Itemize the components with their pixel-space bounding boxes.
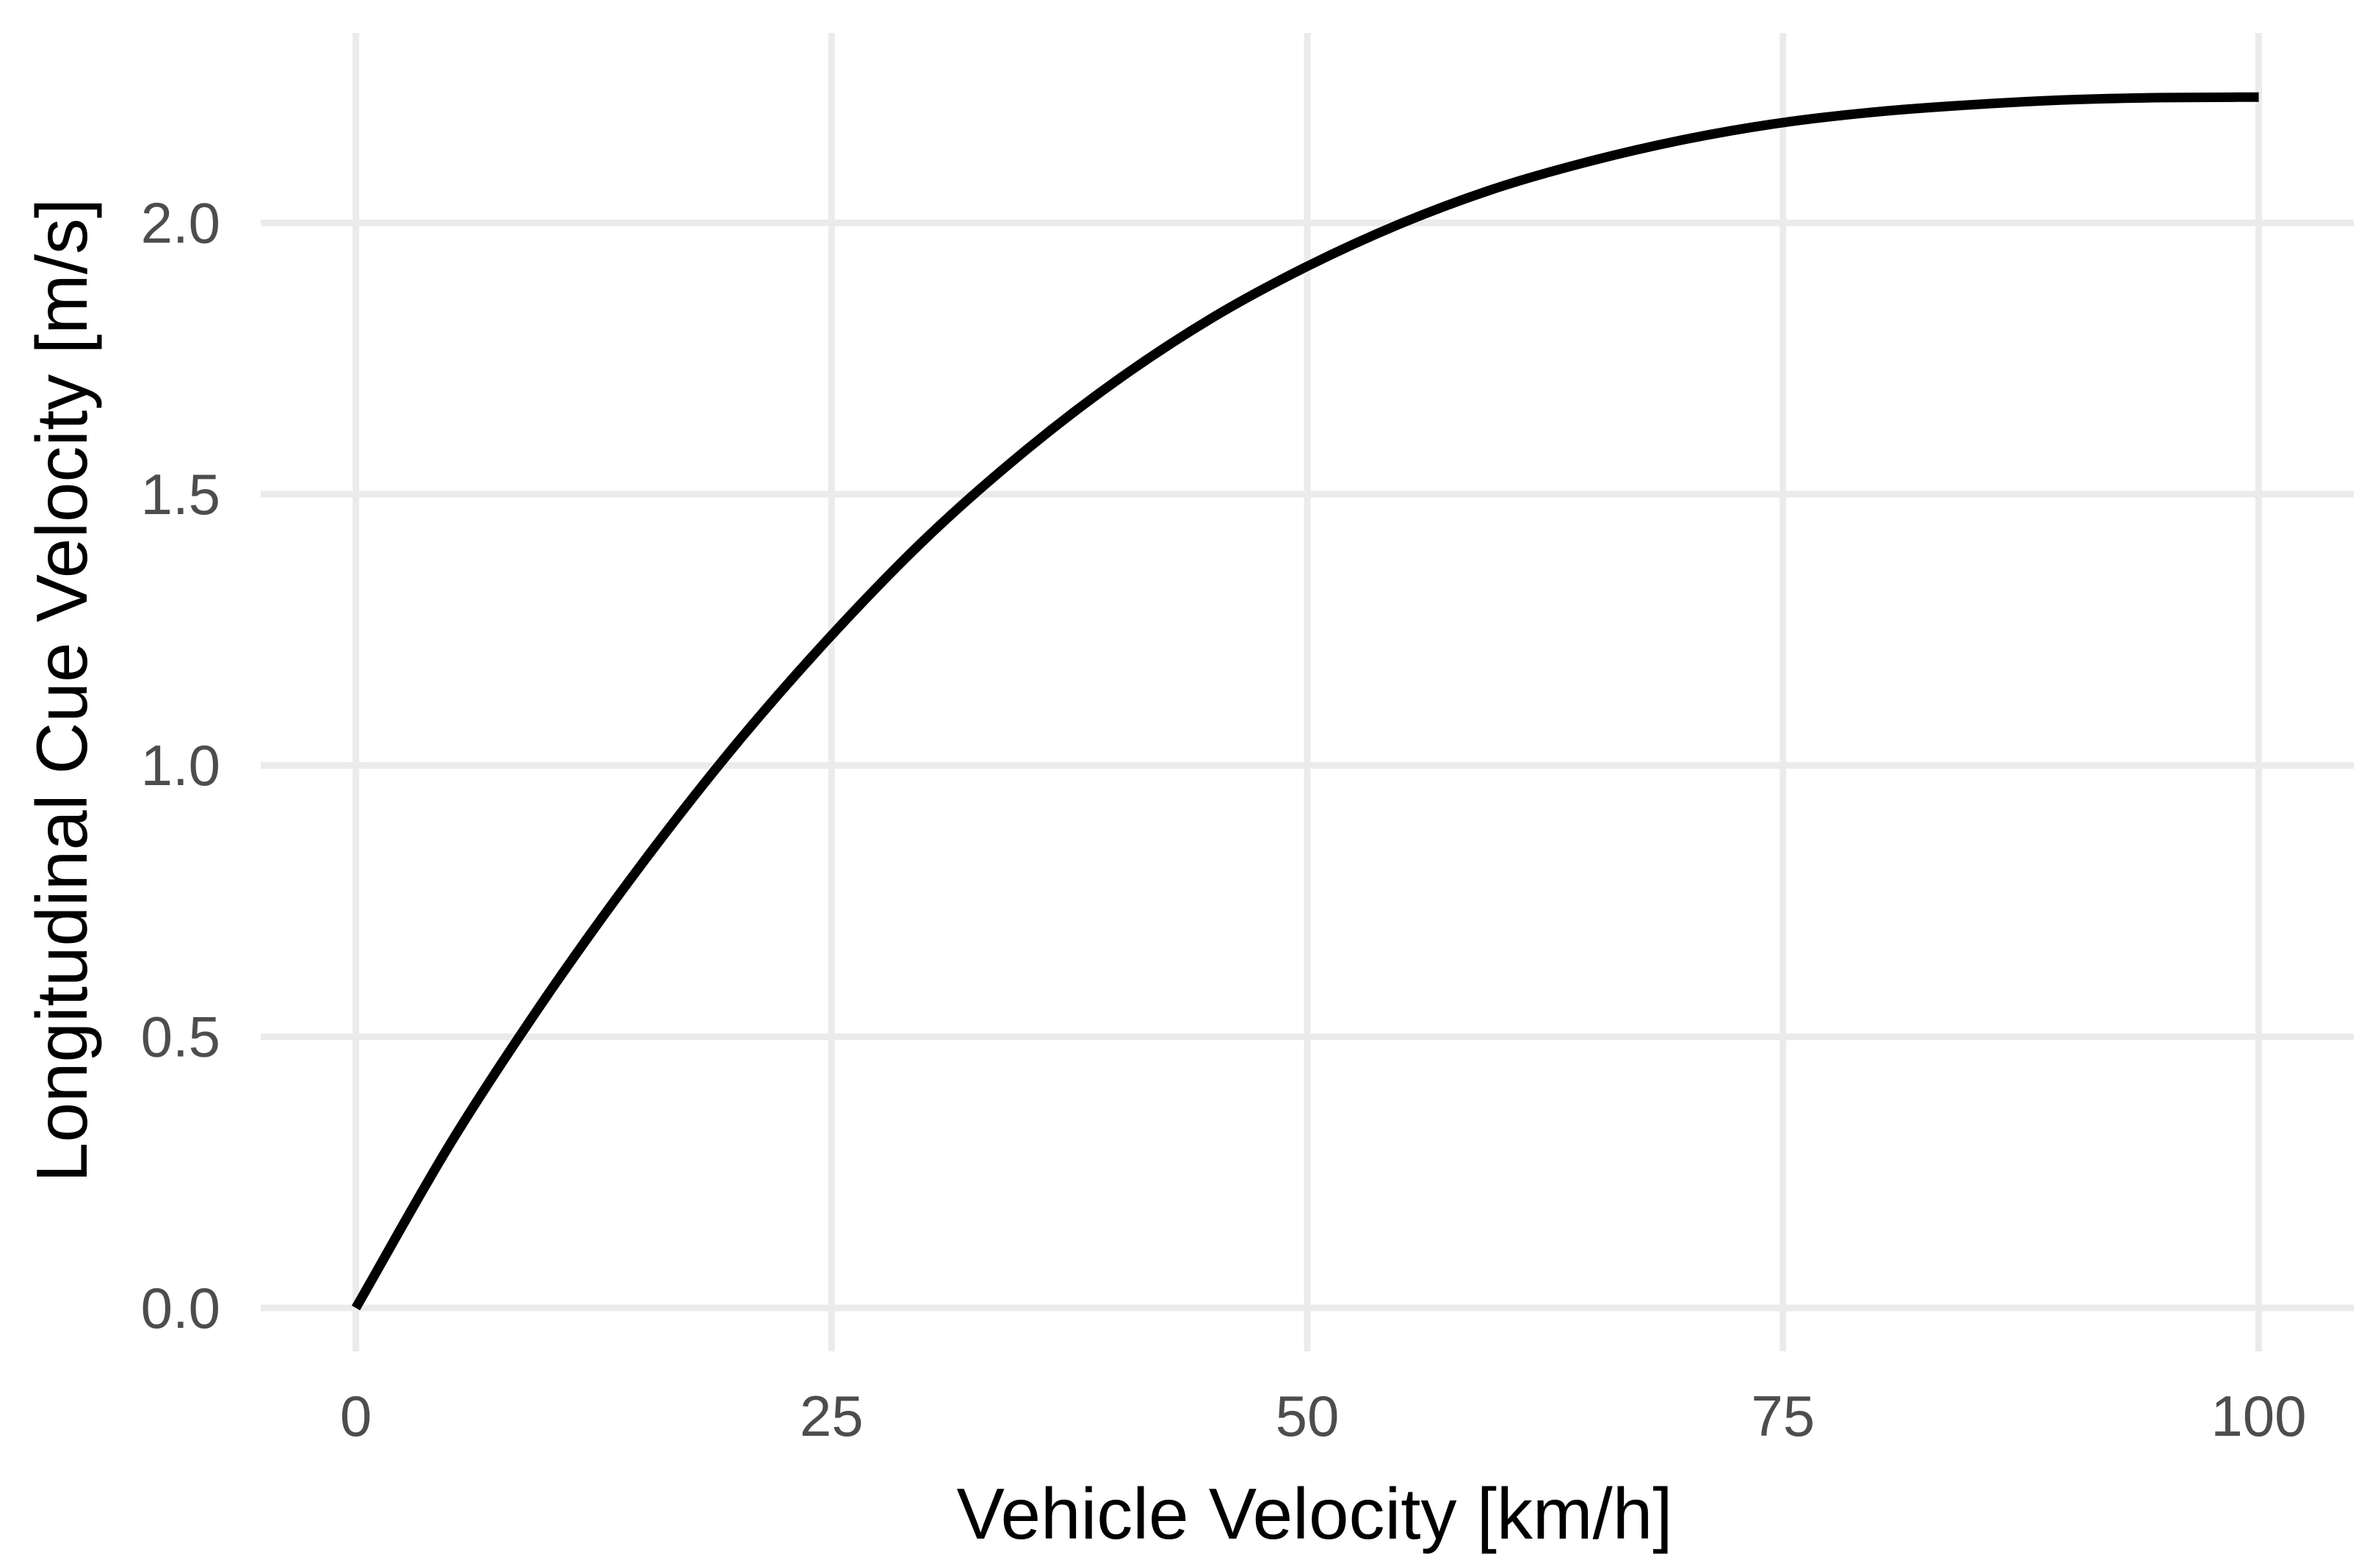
- x-tick-labels: 0 25 50 75 100: [340, 1384, 2307, 1448]
- x-tick-label: 0: [340, 1384, 372, 1448]
- x-tick-label: 75: [1751, 1384, 1815, 1448]
- y-tick-label: 2.0: [141, 191, 220, 256]
- y-tick-label: 1.0: [141, 733, 220, 798]
- y-tick-label: 0.0: [141, 1276, 220, 1340]
- y-tick-labels: 0.0 0.5 1.0 1.5 2.0: [141, 191, 220, 1340]
- y-tick-label: 0.5: [141, 1005, 220, 1069]
- series-layer: [351, 92, 2259, 1311]
- y-tick-label: 1.5: [141, 462, 220, 527]
- grid-lines: [261, 33, 2354, 1351]
- x-axis-title: Vehicle Velocity [km/h]: [956, 1473, 1672, 1554]
- x-tick-label: 100: [2211, 1384, 2306, 1448]
- y-axis-title: Longitudinal Cue Velocity [m/s]: [21, 198, 102, 1182]
- series-line: [351, 92, 2259, 1311]
- x-tick-label: 25: [800, 1384, 864, 1448]
- x-tick-label: 50: [1276, 1384, 1340, 1448]
